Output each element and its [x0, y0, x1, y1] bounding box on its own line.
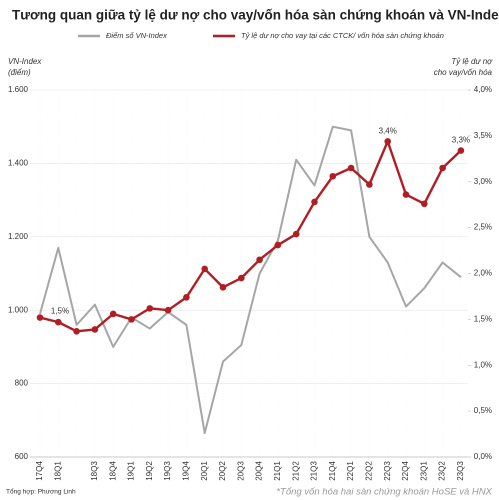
- series-marker: [146, 305, 154, 312]
- y2-tick-label: 1,5%: [474, 314, 492, 323]
- y2-tick-label: 0,0%: [474, 452, 492, 461]
- x-tick-label: 22Q4: [401, 461, 410, 481]
- y-tick-label: 1.400: [8, 159, 29, 168]
- legend-label: Tỷ lệ dư nợ cho vay tại các CTCK/ vốn hó…: [241, 31, 444, 40]
- x-tick-label: 22Q1: [346, 461, 355, 481]
- y-tick-label: 800: [15, 379, 29, 388]
- x-tick-label: 21Q1: [273, 461, 282, 481]
- data-label: 3,3%: [452, 136, 470, 145]
- x-tick-label: 21Q3: [310, 461, 319, 481]
- y-axis-label: (điểm): [8, 68, 31, 77]
- y2-tick-label: 0,5%: [474, 406, 492, 415]
- series-marker: [128, 316, 135, 323]
- x-tick-label: 19Q3: [163, 461, 172, 481]
- series-marker: [384, 138, 392, 145]
- x-tick-label: 17Q4: [35, 461, 44, 481]
- chart-title: Tương quan giữa tỷ lệ dư nợ cho vay/vốn …: [12, 8, 499, 23]
- series-line: [39, 125, 462, 435]
- y2-tick-label: 3,5%: [474, 131, 492, 140]
- series-marker: [164, 306, 172, 314]
- y-tick-label: 1.200: [8, 232, 29, 241]
- series-marker: [457, 147, 465, 154]
- series-marker: [366, 181, 373, 188]
- series-marker: [439, 164, 446, 172]
- series-marker: [274, 241, 282, 249]
- y2-tick-label: 1,0%: [474, 360, 492, 369]
- y-tick-label: 600: [15, 452, 29, 461]
- y2-axis-label: cho vay/vốn hóa: [434, 68, 493, 77]
- x-tick-label: 21Q4: [328, 461, 337, 481]
- series-marker: [311, 198, 318, 206]
- x-tick-label: 20Q2: [218, 461, 227, 481]
- x-tick-label: 19Q2: [145, 461, 154, 481]
- series-marker: [219, 283, 227, 291]
- series-marker: [421, 200, 428, 208]
- y2-axis-label: Tỷ lệ dư nợ: [451, 57, 493, 66]
- series-marker: [201, 265, 208, 273]
- x-tick-label: 23Q2: [438, 461, 447, 481]
- source: Tổng hợp: Phương Linh: [6, 488, 76, 496]
- x-tick-label: 20Q3: [236, 461, 245, 481]
- series-marker: [238, 274, 245, 282]
- series-marker: [347, 164, 355, 172]
- data-label: 1,5%: [51, 307, 69, 316]
- x-tick-label: 23Q3: [456, 461, 465, 481]
- y2-tick-label: 2,0%: [474, 269, 492, 278]
- y2-tick-label: 2,5%: [474, 223, 492, 232]
- x-tick-label: 23Q1: [419, 461, 428, 481]
- footnote: *Tổng vốn hóa hai sàn chứng khoán HoSE v…: [276, 487, 492, 498]
- x-tick-label: 21Q2: [291, 461, 300, 481]
- x-tick-label: 20Q4: [255, 461, 264, 481]
- data-label: 3,4%: [379, 126, 397, 135]
- x-tick-label: 18Q3: [90, 461, 99, 481]
- series-marker: [183, 294, 190, 301]
- y2-tick-label: 4,0%: [474, 85, 492, 94]
- y-axis-label: VN-Index: [8, 57, 42, 66]
- x-tick-label: 22Q2: [365, 461, 374, 481]
- x-tick-label: 18Q4: [108, 461, 117, 481]
- x-tick-label: 20Q1: [200, 461, 209, 481]
- series-marker: [36, 314, 44, 321]
- x-tick-label: 22Q3: [383, 461, 392, 481]
- x-tick-label: 19Q4: [182, 461, 191, 481]
- series-marker: [329, 172, 337, 180]
- x-tick-label: 18Q1: [53, 461, 62, 481]
- legend-label: Điểm số VN-Index: [106, 31, 167, 40]
- series-marker: [73, 328, 80, 335]
- series-marker: [256, 256, 263, 264]
- y-tick-label: 1.000: [8, 305, 29, 314]
- x-tick-label: 19Q1: [127, 461, 136, 481]
- y-tick-label: 1.600: [8, 85, 29, 94]
- series-marker: [402, 191, 410, 198]
- series-marker: [55, 318, 62, 326]
- series-marker: [292, 230, 300, 238]
- y2-tick-label: 3,0%: [474, 177, 492, 186]
- series-line: [39, 140, 462, 333]
- series-marker: [109, 310, 117, 318]
- series-marker: [91, 326, 99, 333]
